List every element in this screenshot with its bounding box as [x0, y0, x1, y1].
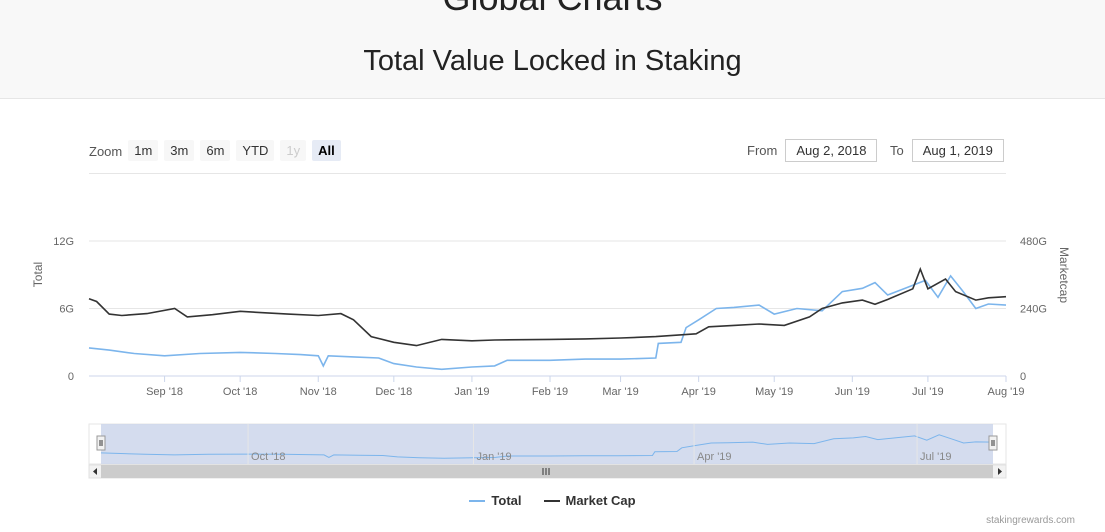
zoom-all-button[interactable]: All	[312, 139, 341, 161]
axis-labels: 0 6G 12G 0 240G 480G Total Marketcap Sep '18 Oct …	[31, 236, 1071, 398]
y-left-axis-title: Total	[31, 262, 45, 287]
x-tick-label: Jan '19	[454, 386, 489, 398]
date-range-to: To Aug 1, 2019	[890, 138, 1004, 162]
x-tick-label: Jun '19	[835, 386, 870, 398]
x-tick-label: Dec '18	[375, 386, 412, 398]
zoom-selector: Zoom 1m 3m 6m YTD 1y All	[89, 138, 347, 162]
navigator-left-handle[interactable]	[96, 435, 106, 451]
navigator-right-handle[interactable]	[988, 435, 998, 451]
to-date-input[interactable]: Aug 1, 2019	[911, 138, 1004, 162]
legend-total-label: Total	[491, 493, 522, 508]
from-label: From	[747, 142, 778, 158]
zoom-6m-button[interactable]: 6m	[200, 139, 231, 161]
navigator-tick-label: Jul '19	[920, 451, 951, 463]
y-left-tick-label: 6G	[59, 304, 74, 316]
date-range-from: From Aug 2, 2018	[747, 138, 878, 162]
legend-item-market-cap[interactable]: Market Cap	[543, 493, 636, 508]
navigator-tick-label: Jan '19	[476, 451, 511, 463]
to-label: To	[890, 142, 904, 158]
x-tick-label: Nov '18	[300, 386, 337, 398]
zoom-1m-button[interactable]: 1m	[128, 139, 159, 161]
toolbar-divider	[89, 173, 1006, 174]
x-tick-label: Sep '18	[146, 386, 183, 398]
credits-link[interactable]: stakingrewards.com	[986, 515, 1075, 526]
y-left-tick-label: 12G	[53, 236, 74, 248]
series-lines	[88, 266, 1007, 371]
zoom-3m-button[interactable]: 3m	[164, 139, 195, 161]
x-tick-label: Mar '19	[602, 386, 638, 398]
grid-lines	[89, 240, 1006, 377]
x-tick-label: Jul '19	[912, 386, 943, 398]
x-tick-label: Feb '19	[532, 386, 568, 398]
scroll-right-arrow-icon[interactable]	[998, 468, 1002, 475]
legend-item-total[interactable]: Total	[469, 493, 522, 508]
series-market-cap-line	[88, 266, 1007, 347]
y-right-tick-label: 240G	[1020, 304, 1047, 316]
chart-legend: Total Market Cap	[0, 493, 1105, 508]
zoom-label: Zoom	[89, 143, 123, 159]
zoom-ytd-button[interactable]: YTD	[236, 139, 275, 161]
navigator-selection	[101, 424, 993, 464]
navigator-tick-label: Apr '19	[697, 451, 732, 463]
navigator: Oct '18 Jan '19 Apr '19 Jul '19	[88, 423, 1007, 479]
y-right-tick-label: 480G	[1020, 236, 1047, 248]
scrollbar-thumb[interactable]	[101, 465, 993, 478]
legend-total-swatch	[469, 499, 486, 502]
navigator-tick-label: Oct '18	[251, 451, 286, 463]
x-tick-label: Aug '19	[988, 386, 1025, 398]
series-total-line	[88, 274, 1007, 371]
y-left-tick-label: 0	[68, 371, 74, 383]
navigator-series-line	[100, 434, 994, 459]
y-right-tick-label: 0	[1020, 371, 1026, 383]
legend-marketcap-label: Market Cap	[565, 493, 636, 508]
from-date-input[interactable]: Aug 2, 2018	[785, 138, 878, 162]
page-header: Global Charts Total Value Locked in Stak…	[0, 0, 1105, 99]
y-right-axis-title: Marketcap	[1057, 247, 1071, 303]
x-tick-label: Apr '19	[681, 386, 716, 398]
x-tick-label: Oct '18	[223, 386, 258, 398]
page-title: Total Value Locked in Staking	[363, 45, 742, 77]
scroll-left-arrow-icon[interactable]	[93, 468, 97, 475]
site-title: Global Charts	[0, 0, 1105, 18]
legend-marketcap-swatch	[543, 499, 560, 502]
x-tick-label: May '19	[755, 386, 793, 398]
zoom-1y-button[interactable]: 1y	[280, 139, 307, 161]
